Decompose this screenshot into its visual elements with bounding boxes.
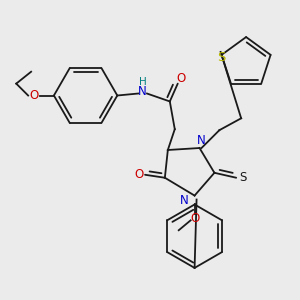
Text: N: N xyxy=(197,134,206,147)
Text: O: O xyxy=(29,89,39,102)
Text: S: S xyxy=(218,51,226,64)
Text: O: O xyxy=(190,212,199,225)
Text: O: O xyxy=(176,72,185,85)
Text: O: O xyxy=(134,168,144,181)
Text: S: S xyxy=(239,171,247,184)
Text: N: N xyxy=(180,194,189,207)
Text: H: H xyxy=(139,76,147,87)
Text: N: N xyxy=(138,85,146,98)
